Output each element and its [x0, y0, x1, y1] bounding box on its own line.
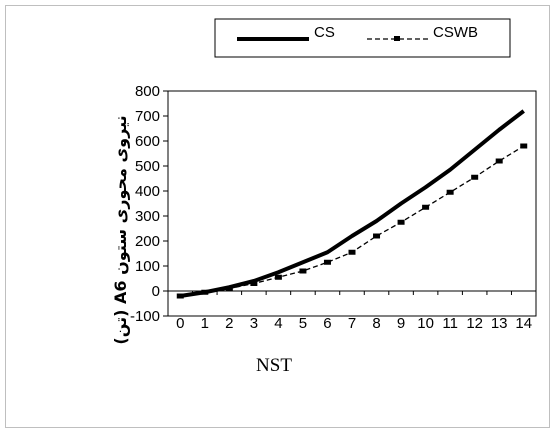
data-point-cswb — [373, 233, 381, 239]
x-tick-label: 11 — [442, 315, 458, 332]
y-tick-label: -100 — [130, 308, 160, 325]
legend-label-cswb: CSWB — [433, 24, 478, 41]
data-point-cswb — [299, 268, 307, 274]
data-point-cswb — [397, 219, 405, 225]
x-axis-title: NST — [256, 355, 292, 376]
data-point-cswb — [323, 259, 331, 265]
x-tick-label: 13 — [491, 315, 508, 332]
x-tick-label: 5 — [299, 315, 307, 332]
legend: CS CSWB — [214, 18, 511, 58]
data-point-cswb — [274, 274, 282, 280]
y-tick-label: 200 — [135, 233, 160, 250]
x-tick-label: 4 — [274, 315, 282, 332]
data-point-cswb — [176, 293, 184, 299]
y-tick-label: 300 — [135, 208, 160, 225]
data-point-cswb — [495, 158, 503, 164]
y-tick-label: 0 — [152, 283, 160, 300]
series-line-cswb — [180, 145, 525, 297]
x-tick-label: 6 — [323, 315, 331, 332]
x-tick-label: 10 — [417, 315, 434, 332]
y-tick-label: 400 — [135, 183, 160, 200]
legend-label-cs: CS — [314, 24, 335, 41]
data-point-cswb — [520, 143, 528, 149]
series-line-cs — [179, 109, 525, 298]
line-chart: CS CSWB NST نیروی محوری ستون A6 (تن) -10… — [111, 18, 537, 376]
y-tick-label: 700 — [135, 108, 160, 125]
chart-frame: CS CSWB NST نیروی محوری ستون A6 (تن) -10… — [5, 5, 550, 428]
y-tick-label: 100 — [135, 258, 160, 275]
x-tick-label: 7 — [348, 315, 356, 332]
y-tick-label: 600 — [135, 133, 160, 150]
x-tick-label: 12 — [466, 315, 483, 332]
x-tick-label: 1 — [201, 315, 209, 332]
data-point-cswb — [422, 204, 430, 210]
data-point-cswb — [201, 289, 209, 295]
y-tick-label: 500 — [135, 158, 160, 175]
x-tick-label: 2 — [225, 315, 233, 332]
data-point-cswb — [446, 189, 454, 195]
data-point-cswb — [471, 174, 479, 180]
x-tick-label: 8 — [372, 315, 380, 332]
legend-marker-cswb — [394, 36, 400, 41]
plot-border — [167, 90, 537, 317]
x-tick-label: 9 — [397, 315, 405, 332]
x-tick-label: 3 — [250, 315, 258, 332]
data-point-cswb — [225, 286, 233, 291]
data-point-cswb — [250, 281, 258, 286]
data-point-cswb — [348, 249, 356, 255]
y-axis-title: نیروی محوری ستون A6 (تن) — [111, 115, 130, 344]
x-tick-label: 0 — [176, 315, 184, 332]
x-tick-label: 14 — [515, 315, 532, 332]
y-tick-label: 800 — [135, 83, 160, 100]
